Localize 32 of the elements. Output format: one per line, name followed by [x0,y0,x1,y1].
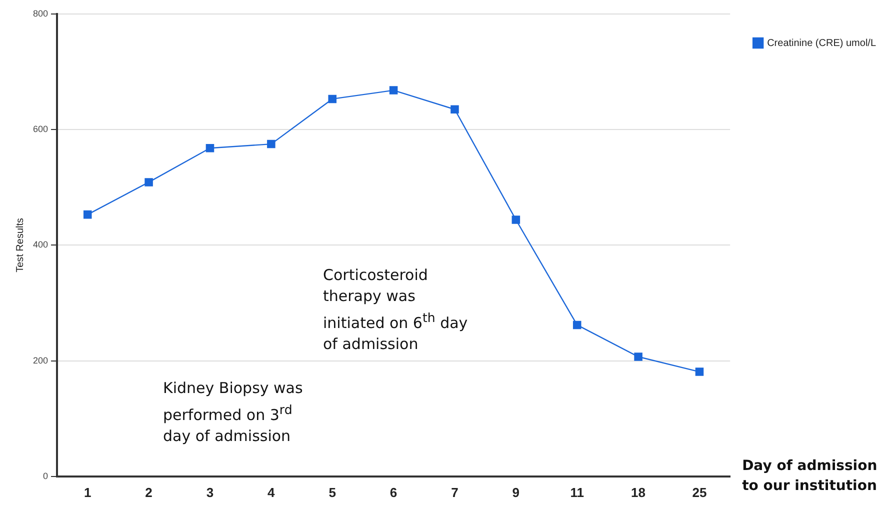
legend-label: Creatinine (CRE) umol/L [767,38,876,49]
y-tick-label: 200 [32,355,48,366]
point [450,105,459,114]
text: Corticosteroid therapy was initiated on 6$^{th}$ day of admission [323,266,468,353]
point [328,94,336,104]
point [695,368,704,376]
point [267,140,276,148]
x-tick-label: 25 [692,484,707,500]
x-tick-label: 4 [268,484,276,500]
x-tick-label: 11 [570,484,584,500]
point [572,320,582,330]
y-tick-label: 400 [32,240,48,250]
y-tick-label: 800 [32,8,48,18]
point [144,178,153,186]
x-tick-label: 5 [328,484,336,500]
point [206,144,214,152]
y-axis-title: Test Results [14,218,26,272]
y-tick-label: 0 [43,470,48,481]
x-tick-label: 18 [631,484,646,500]
x-tick-label: 9 [512,484,520,500]
point [512,216,520,224]
x-tick-label: 3 [206,484,214,500]
x-tick-label: 6 [390,484,398,500]
x-tick-label: 2 [145,484,152,500]
x-tick-label: 7 [451,484,458,500]
point [634,352,642,361]
x-axis-title: Day of admission to our institution [742,457,878,496]
annotation: Kidney Biopsy was performed on 3$^{rd}$ day of admission [163,378,304,447]
point [389,86,398,94]
point [83,210,92,219]
y-tick-label: 600 [32,124,48,134]
x-tick-label: 1 [84,484,92,500]
